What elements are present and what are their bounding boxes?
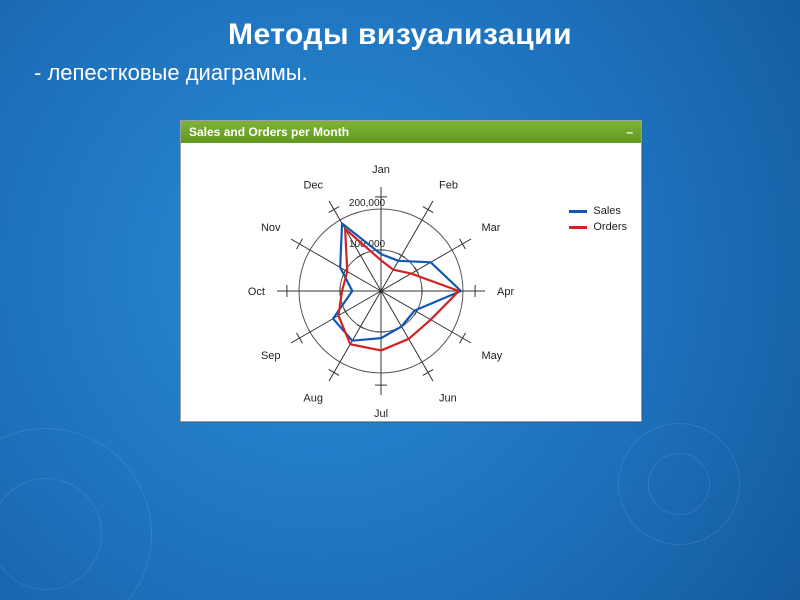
legend-label: Orders <box>593 221 627 233</box>
legend-item: Sales <box>569 205 627 217</box>
minimize-icon[interactable]: – <box>626 121 633 143</box>
slide-subtitle: - лепестковые диаграммы. <box>0 54 800 86</box>
svg-text:Nov: Nov <box>261 222 281 234</box>
legend-swatch-sales <box>569 210 587 213</box>
chart-panel: Sales and Orders per Month – 100,000200,… <box>180 120 642 422</box>
ripple-deco <box>648 453 710 515</box>
slide-title: Методы визуализации <box>0 0 800 54</box>
ripple-deco <box>0 478 102 590</box>
svg-text:Jan: Jan <box>372 164 390 176</box>
svg-text:Oct: Oct <box>248 286 265 298</box>
panel-header: Sales and Orders per Month – <box>181 121 641 143</box>
ripple-deco <box>618 423 740 545</box>
legend-item: Orders <box>569 221 627 233</box>
legend: Sales Orders <box>569 205 627 237</box>
svg-text:May: May <box>481 350 502 362</box>
legend-swatch-orders <box>569 226 587 229</box>
panel-title: Sales and Orders per Month <box>189 121 349 143</box>
legend-label: Sales <box>593 205 621 217</box>
svg-text:Apr: Apr <box>497 286 514 298</box>
svg-text:Sep: Sep <box>261 350 281 362</box>
svg-text:Jun: Jun <box>439 392 457 404</box>
svg-text:200,000: 200,000 <box>349 198 386 209</box>
slide: Методы визуализации - лепестковые диагра… <box>0 0 800 600</box>
ripple-deco <box>0 428 152 600</box>
svg-text:Feb: Feb <box>439 180 458 192</box>
svg-text:Aug: Aug <box>303 392 323 404</box>
chart-area: 100,000200,000JanFebMarAprMayJunJulAugSe… <box>181 143 641 421</box>
svg-text:Mar: Mar <box>481 222 500 234</box>
svg-text:Jul: Jul <box>374 408 388 420</box>
radar-chart: 100,000200,000JanFebMarAprMayJunJulAugSe… <box>181 143 641 421</box>
svg-text:Dec: Dec <box>303 180 323 192</box>
